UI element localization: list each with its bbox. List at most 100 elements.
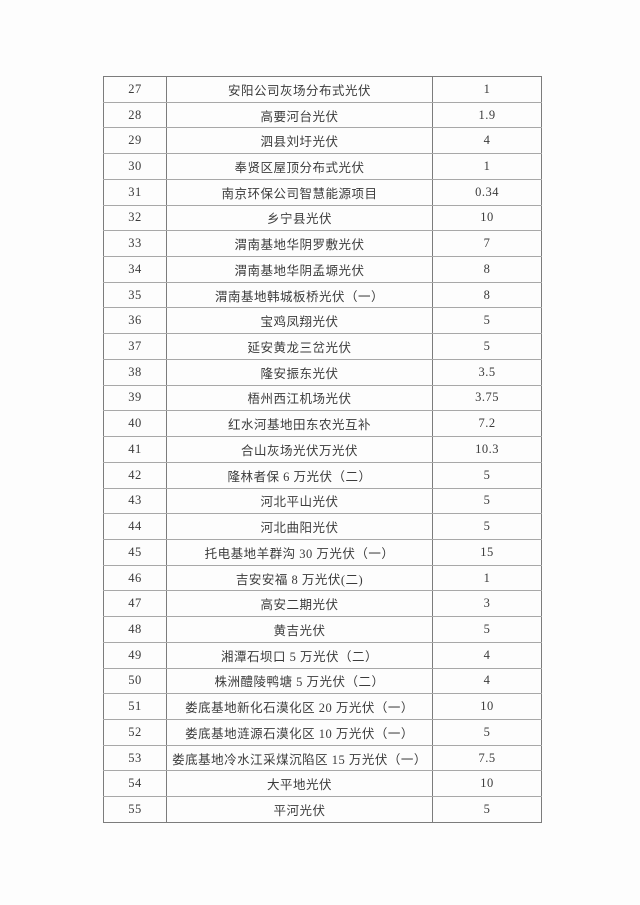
- project-name-cell: 宝鸡凤翔光伏: [166, 307, 433, 335]
- capacity-value-cell: 10: [432, 204, 542, 232]
- project-name-cell: 株洲醴陵鸭塘 5 万光伏（二）: [166, 667, 433, 695]
- row-number-cell: 41: [103, 436, 167, 463]
- row-number-cell: 27: [103, 76, 167, 103]
- row-number-cell: 43: [103, 487, 167, 515]
- table-row: 35 渭南基地韩城板桥光伏（一） 8: [103, 281, 542, 309]
- project-name-cell: 黄吉光伏: [166, 616, 433, 643]
- table-row: 38 隆安振东光伏 3.5: [103, 358, 542, 386]
- capacity-value-cell: 3.75: [432, 384, 542, 412]
- projects-table-body: 27 安阳公司灰场分布式光伏 1 28 高要河台光伏 1.9 29 泗县刘圩光伏…: [103, 76, 542, 823]
- capacity-value-cell: 10: [432, 693, 542, 720]
- table-row: 52 娄底基地涟源石漠化区 10 万光伏（一） 5: [103, 718, 542, 746]
- capacity-value-cell: 5: [432, 513, 542, 540]
- project-name-cell: 延安黄龙三岔光伏: [166, 333, 433, 360]
- row-number-cell: 44: [103, 513, 167, 540]
- table-row: 40 红水河基地田东农光互补 7.2: [103, 410, 542, 438]
- capacity-value-cell: 4: [432, 667, 542, 695]
- table-row: 28 高要河台光伏 1.9: [103, 101, 542, 129]
- row-number-cell: 33: [103, 230, 167, 258]
- project-name-cell: 娄底基地涟源石漠化区 10 万光伏（一）: [166, 718, 433, 746]
- project-name-cell: 隆林者保 6 万光伏（二）: [166, 461, 433, 489]
- project-name-cell: 梧州西江机场光伏: [166, 384, 433, 412]
- table-row: 50 株洲醴陵鸭塘 5 万光伏（二） 4: [103, 667, 542, 695]
- row-number-cell: 31: [103, 178, 167, 206]
- project-name-cell: 渭南基地韩城板桥光伏（一）: [166, 281, 433, 309]
- row-number-cell: 29: [103, 127, 167, 155]
- capacity-value-cell: 5: [432, 333, 542, 360]
- capacity-value-cell: 0.34: [432, 178, 542, 206]
- capacity-value-cell: 5: [432, 796, 542, 823]
- table-row: 44 河北曲阳光伏 5: [103, 513, 542, 540]
- project-name-cell: 河北平山光伏: [166, 487, 433, 515]
- capacity-value-cell: 3: [432, 590, 542, 618]
- project-name-cell: 大平地光伏: [166, 770, 433, 798]
- table-row: 46 吉安安福 8 万光伏(二) 1: [103, 564, 542, 592]
- row-number-cell: 53: [103, 744, 167, 772]
- project-name-cell: 高安二期光伏: [166, 590, 433, 618]
- table-row: 47 高安二期光伏 3: [103, 590, 542, 618]
- row-number-cell: 54: [103, 770, 167, 798]
- table-row: 29 泗县刘圩光伏 4: [103, 127, 542, 155]
- capacity-value-cell: 4: [432, 641, 542, 669]
- project-name-cell: 渭南基地华阴孟塬光伏: [166, 256, 433, 283]
- table-row: 45 托电基地羊群沟 30 万光伏（一） 15: [103, 538, 542, 566]
- table-row: 36 宝鸡凤翔光伏 5: [103, 307, 542, 335]
- capacity-value-cell: 3.5: [432, 358, 542, 386]
- row-number-cell: 40: [103, 410, 167, 438]
- table-row: 49 湘潭石坝口 5 万光伏（二） 4: [103, 641, 542, 669]
- row-number-cell: 51: [103, 693, 167, 720]
- table-row: 31 南京环保公司智慧能源项目 0.34: [103, 178, 542, 206]
- row-number-cell: 48: [103, 616, 167, 643]
- capacity-value-cell: 5: [432, 487, 542, 515]
- table-row: 43 河北平山光伏 5: [103, 487, 542, 515]
- row-number-cell: 42: [103, 461, 167, 489]
- capacity-value-cell: 8: [432, 256, 542, 283]
- capacity-value-cell: 15: [432, 538, 542, 566]
- capacity-value-cell: 4: [432, 127, 542, 155]
- capacity-value-cell: 8: [432, 281, 542, 309]
- project-name-cell: 娄底基地新化石漠化区 20 万光伏（一）: [166, 693, 433, 720]
- project-name-cell: 渭南基地华阴罗敷光伏: [166, 230, 433, 258]
- table-row: 39 梧州西江机场光伏 3.75: [103, 384, 542, 412]
- capacity-value-cell: 10: [432, 770, 542, 798]
- table-row: 51 娄底基地新化石漠化区 20 万光伏（一） 10: [103, 693, 542, 720]
- capacity-value-cell: 5: [432, 461, 542, 489]
- row-number-cell: 52: [103, 718, 167, 746]
- row-number-cell: 32: [103, 204, 167, 232]
- project-name-cell: 南京环保公司智慧能源项目: [166, 178, 433, 206]
- row-number-cell: 38: [103, 358, 167, 386]
- row-number-cell: 39: [103, 384, 167, 412]
- row-number-cell: 46: [103, 564, 167, 592]
- row-number-cell: 55: [103, 796, 167, 823]
- capacity-value-cell: 1: [432, 153, 542, 180]
- table-row: 30 奉贤区屋顶分布式光伏 1: [103, 153, 542, 180]
- project-name-cell: 隆安振东光伏: [166, 358, 433, 386]
- capacity-value-cell: 10.3: [432, 436, 542, 463]
- capacity-value-cell: 1: [432, 76, 542, 103]
- table-row: 41 合山灰场光伏万光伏 10.3: [103, 436, 542, 463]
- project-name-cell: 泗县刘圩光伏: [166, 127, 433, 155]
- table-row: 27 安阳公司灰场分布式光伏 1: [103, 76, 542, 103]
- capacity-value-cell: 1: [432, 564, 542, 592]
- project-name-cell: 乡宁县光伏: [166, 204, 433, 232]
- project-name-cell: 吉安安福 8 万光伏(二): [166, 564, 433, 592]
- table-row: 33 渭南基地华阴罗敷光伏 7: [103, 230, 542, 258]
- project-name-cell: 合山灰场光伏万光伏: [166, 436, 433, 463]
- project-name-cell: 平河光伏: [166, 796, 433, 823]
- table-row: 42 隆林者保 6 万光伏（二） 5: [103, 461, 542, 489]
- projects-table: 27 安阳公司灰场分布式光伏 1 28 高要河台光伏 1.9 29 泗县刘圩光伏…: [103, 76, 542, 823]
- row-number-cell: 35: [103, 281, 167, 309]
- row-number-cell: 47: [103, 590, 167, 618]
- capacity-value-cell: 7: [432, 230, 542, 258]
- table-row: 34 渭南基地华阴孟塬光伏 8: [103, 256, 542, 283]
- project-name-cell: 奉贤区屋顶分布式光伏: [166, 153, 433, 180]
- capacity-value-cell: 5: [432, 307, 542, 335]
- row-number-cell: 28: [103, 101, 167, 129]
- table-row: 55 平河光伏 5: [103, 796, 542, 823]
- row-number-cell: 50: [103, 667, 167, 695]
- project-name-cell: 安阳公司灰场分布式光伏: [166, 76, 433, 103]
- capacity-value-cell: 7.2: [432, 410, 542, 438]
- table-row: 48 黄吉光伏 5: [103, 616, 542, 643]
- row-number-cell: 36: [103, 307, 167, 335]
